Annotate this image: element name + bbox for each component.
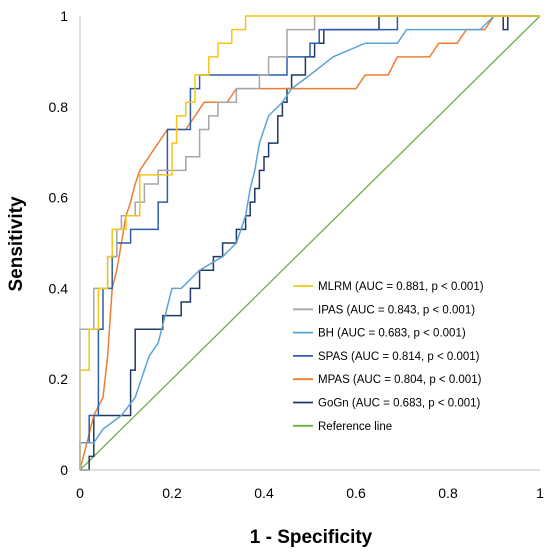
- x-tick-label: 0.6: [346, 485, 366, 501]
- ticks-layer: 0 0.2 0.4 0.6 0.8 1 0 0.2 0.4 0.6 0.8 1: [49, 8, 545, 501]
- legend-label-bh: BH (AUC = 0.683, p < 0.001): [318, 328, 466, 340]
- x-axis-label: 1 - Specificity: [250, 527, 373, 548]
- legend-label-mlrm: MLRM (AUC = 0.881, p < 0.001): [318, 281, 484, 293]
- series-line-reference: [79, 15, 541, 471]
- x-tick-label: 0.4: [254, 485, 274, 501]
- series-line-mlrm: [79, 15, 540, 470]
- x-tick-label: 0.2: [162, 485, 182, 501]
- x-tick-label: 0: [76, 485, 84, 501]
- legend-label-ipas: IPAS (AUC = 0.843, p < 0.001): [318, 304, 475, 316]
- y-tick-label: 0.2: [49, 371, 69, 387]
- y-axis-label: Sensitivity: [6, 196, 27, 291]
- legend-label-spas: SPAS (AUC = 0.814, p < 0.001): [318, 351, 480, 363]
- series-layer: [79, 15, 541, 471]
- series-line-bh: [79, 15, 540, 470]
- legend: MLRM (AUC = 0.881, p < 0.001) IPAS (AUC =…: [293, 281, 484, 433]
- axes-layer: [79, 16, 540, 471]
- y-tick-label: 0: [60, 462, 68, 478]
- legend-label-reference: Reference line: [318, 421, 392, 433]
- y-tick-label: 0.8: [49, 99, 69, 115]
- y-tick-label: 0.4: [49, 280, 69, 296]
- x-tick-label: 0.8: [438, 485, 458, 501]
- x-tick-label: 1: [536, 485, 544, 501]
- legend-label-gogn: GoGn (AUC = 0.683, p < 0.001): [318, 398, 481, 410]
- y-tick-label: 1: [60, 8, 68, 24]
- series-line-ipas: [79, 15, 540, 470]
- y-tick-label: 0.6: [49, 190, 69, 206]
- legend-label-mpas: MPAS (AUC = 0.804, p < 0.001): [318, 374, 482, 386]
- series-line-mpas: [79, 15, 540, 471]
